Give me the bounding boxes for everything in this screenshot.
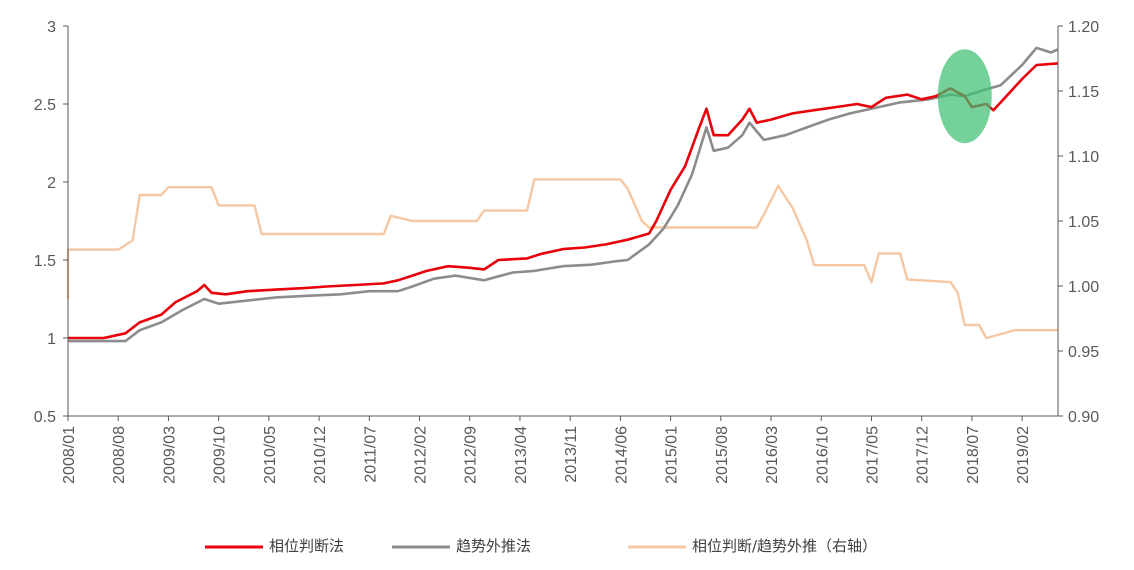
x-axis-tick-label: 2012/02: [413, 426, 430, 484]
x-axis-tick-label: 2017/12: [915, 426, 932, 484]
right-axis-tick-label: 0.90: [1068, 409, 1099, 426]
x-axis-tick-label: 2009/10: [212, 426, 229, 484]
ticks-layer: 0.5 1 1.5 2 2.5 3 0.90 0.95 1.00 1.05 1.10 1.15 1.20…: [34, 19, 1099, 484]
right-axis-tick-label: 0.95: [1068, 344, 1099, 361]
left-axis-tick-label: 0.5: [34, 409, 56, 426]
x-axis-tick-label: 2011/07: [362, 426, 379, 483]
x-axis-tick-label: 2015/08: [714, 426, 731, 484]
series-layer: [66, 46, 1059, 343]
left-axis-tick-label: 2: [47, 175, 56, 192]
x-axis-tick-label: 2009/03: [161, 426, 178, 484]
x-axis-tick-label: 2012/09: [463, 426, 480, 484]
x-axis-tick-label: 2013/11: [563, 426, 580, 483]
series-line-2: [68, 46, 1059, 343]
legend: 相位判断法 趋势外推法 相位判断/趋势外推（右轴）: [205, 537, 877, 555]
highlight-ellipse: [937, 49, 992, 144]
axes-layer: [67, 26, 1059, 417]
x-axis-tick-label: 2016/03: [764, 426, 781, 484]
right-axis-tick-label: 1.20: [1068, 19, 1099, 36]
x-axis-tick-label: 2008/01: [61, 426, 78, 484]
x-axis-tick-label: 2016/10: [814, 426, 831, 484]
series-line-1: [68, 62, 1059, 340]
x-axis-tick-label: 2008/08: [111, 426, 128, 484]
x-axis-tick-label: 2018/07: [965, 426, 982, 484]
legend-label-2: 趋势外推法: [456, 537, 531, 555]
left-axis-tick-label: 1.5: [34, 253, 56, 270]
x-axis-tick-label: 2017/05: [864, 426, 881, 484]
x-axis-tick-label: 2015/01: [664, 426, 681, 484]
x-axis-tick-label: 2014/06: [613, 426, 630, 484]
x-axis-tick-label: 2010/12: [312, 426, 329, 484]
legend-label-1: 相位判断法: [269, 537, 344, 555]
x-axis-tick-label: 2010/05: [262, 426, 279, 484]
x-axis-tick-label: 2013/04: [513, 426, 530, 484]
right-axis-tick-label: 1.00: [1068, 279, 1099, 296]
right-axis-tick-label: 1.15: [1068, 84, 1099, 101]
left-axis-tick-label: 3: [47, 19, 56, 36]
right-axis-tick-label: 1.10: [1068, 149, 1099, 166]
right-axis-tick-label: 1.05: [1068, 214, 1099, 231]
x-axis-tick-label: 2019/02: [1015, 426, 1032, 484]
left-axis-tick-label: 1: [47, 331, 56, 348]
left-axis-tick-label: 2.5: [34, 97, 56, 114]
legend-label-3: 相位判断/趋势外推（右轴）: [692, 537, 877, 555]
series-line-3: [66, 178, 1058, 340]
